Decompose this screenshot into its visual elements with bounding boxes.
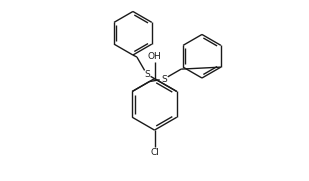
Text: S: S [161, 75, 167, 83]
Text: OH: OH [148, 52, 161, 61]
Text: S: S [144, 70, 150, 79]
Text: Cl: Cl [150, 148, 159, 157]
